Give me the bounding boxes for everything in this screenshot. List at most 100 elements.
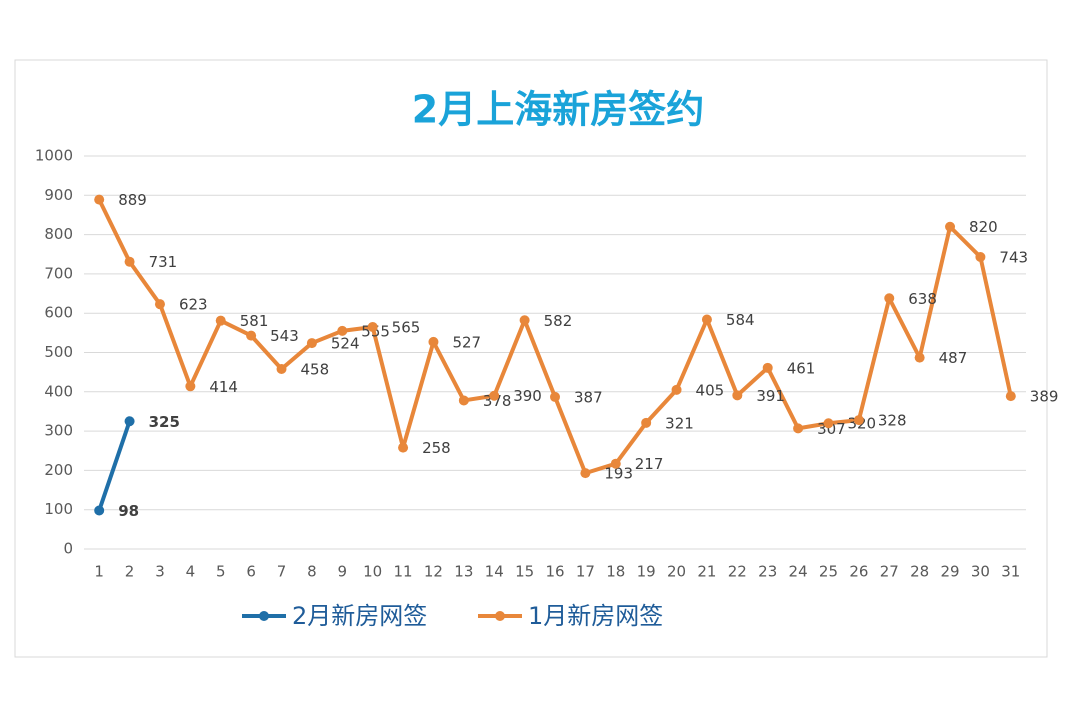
data-point bbox=[550, 391, 560, 402]
legend-label: 1月新房网签 bbox=[528, 602, 663, 630]
data-label: 527 bbox=[452, 333, 481, 351]
series-line bbox=[97, 420, 132, 512]
data-point bbox=[337, 325, 348, 336]
x-tick-label: 7 bbox=[277, 563, 287, 581]
x-tick-label: 31 bbox=[1001, 563, 1020, 581]
data-label: 582 bbox=[544, 312, 573, 330]
data-point bbox=[671, 384, 682, 395]
data-point bbox=[185, 381, 196, 392]
data-point bbox=[519, 315, 530, 326]
data-point bbox=[732, 390, 743, 401]
data-point bbox=[853, 415, 864, 426]
x-tick-label: 20 bbox=[667, 563, 686, 581]
legend-marker bbox=[259, 611, 269, 621]
chart-title: 2月上海新房签约 bbox=[412, 88, 704, 132]
data-label: 321 bbox=[665, 414, 694, 432]
data-label: 461 bbox=[787, 359, 816, 377]
data-label: 731 bbox=[149, 253, 178, 271]
x-tick-label: 3 bbox=[155, 563, 165, 581]
y-tick-label: 700 bbox=[44, 264, 73, 282]
data-label: 325 bbox=[149, 413, 180, 431]
x-tick-label: 22 bbox=[728, 563, 747, 581]
data-point bbox=[641, 417, 652, 428]
data-point bbox=[945, 221, 956, 232]
data-label: 543 bbox=[270, 327, 299, 345]
data-label: 623 bbox=[179, 296, 208, 314]
x-tick-label: 24 bbox=[789, 563, 808, 581]
x-tick-label: 27 bbox=[880, 563, 899, 581]
legend-marker bbox=[495, 611, 505, 621]
data-label: 328 bbox=[878, 412, 907, 430]
data-point bbox=[215, 315, 226, 326]
x-tick-label: 6 bbox=[246, 563, 256, 581]
data-point bbox=[94, 194, 105, 205]
data-point bbox=[246, 330, 257, 341]
data-point bbox=[610, 458, 621, 469]
x-tick-label: 4 bbox=[186, 563, 196, 581]
y-tick-label: 1000 bbox=[35, 147, 73, 165]
data-point bbox=[398, 442, 409, 453]
x-tick-label: 28 bbox=[910, 563, 929, 581]
data-point bbox=[276, 364, 287, 375]
data-label: 387 bbox=[574, 388, 603, 406]
data-point bbox=[154, 299, 165, 310]
data-point bbox=[124, 256, 135, 267]
data-point bbox=[428, 336, 439, 347]
x-tick-label: 23 bbox=[758, 563, 777, 581]
x-tick-label: 13 bbox=[454, 563, 473, 581]
data-point bbox=[580, 468, 591, 479]
data-point bbox=[489, 390, 500, 401]
data-point bbox=[823, 418, 834, 429]
data-label: 581 bbox=[240, 312, 269, 330]
x-tick-label: 16 bbox=[545, 563, 564, 581]
x-tick-label: 14 bbox=[485, 563, 504, 581]
data-point bbox=[1005, 391, 1016, 402]
y-tick-label: 900 bbox=[44, 186, 73, 204]
data-point bbox=[124, 416, 135, 427]
data-label: 389 bbox=[1030, 388, 1059, 406]
data-label: 258 bbox=[422, 439, 451, 457]
data-label: 217 bbox=[635, 455, 664, 473]
data-point bbox=[762, 362, 773, 373]
y-tick-label: 0 bbox=[63, 540, 73, 558]
x-tick-label: 15 bbox=[515, 563, 534, 581]
x-tick-label: 25 bbox=[819, 563, 838, 581]
data-point bbox=[884, 293, 895, 304]
x-tick-label: 19 bbox=[637, 563, 656, 581]
x-tick-label: 21 bbox=[697, 563, 716, 581]
x-tick-label: 5 bbox=[216, 563, 226, 581]
data-label: 820 bbox=[969, 218, 998, 236]
x-tick-label: 29 bbox=[940, 563, 959, 581]
data-label: 391 bbox=[756, 387, 785, 405]
x-tick-label: 2 bbox=[125, 563, 135, 581]
x-tick-label: 10 bbox=[363, 563, 382, 581]
data-label: 565 bbox=[392, 318, 421, 336]
y-tick-label: 800 bbox=[44, 225, 73, 243]
x-tick-label: 12 bbox=[424, 563, 443, 581]
y-tick-label: 600 bbox=[44, 304, 73, 322]
x-tick-label: 1 bbox=[94, 563, 104, 581]
x-tick-label: 8 bbox=[307, 563, 317, 581]
x-tick-label: 11 bbox=[394, 563, 413, 581]
data-point bbox=[458, 395, 469, 406]
y-tick-label: 400 bbox=[44, 382, 73, 400]
x-tick-label: 9 bbox=[338, 563, 348, 581]
y-tick-label: 300 bbox=[44, 422, 73, 440]
data-label: 584 bbox=[726, 311, 755, 329]
data-label: 458 bbox=[301, 361, 330, 379]
data-point bbox=[306, 338, 317, 349]
x-tick-label: 17 bbox=[576, 563, 595, 581]
data-label: 743 bbox=[999, 249, 1028, 267]
data-label: 414 bbox=[209, 378, 238, 396]
data-point bbox=[94, 505, 105, 516]
data-label: 889 bbox=[118, 191, 147, 209]
data-label: 638 bbox=[908, 290, 937, 308]
legend-label: 2月新房网签 bbox=[292, 602, 427, 630]
y-tick-label: 500 bbox=[44, 343, 73, 361]
data-point bbox=[793, 423, 804, 434]
data-label: 524 bbox=[331, 335, 360, 353]
data-label: 193 bbox=[604, 465, 633, 483]
x-tick-label: 30 bbox=[971, 563, 990, 581]
data-label: 487 bbox=[939, 349, 968, 367]
x-tick-label: 26 bbox=[849, 563, 868, 581]
